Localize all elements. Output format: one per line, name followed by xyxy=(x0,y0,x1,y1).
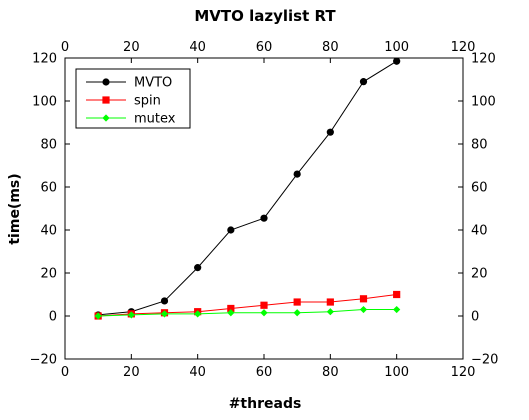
y-tick-label-left: 60 xyxy=(40,181,57,196)
legend-label: MVTO xyxy=(134,76,172,91)
data-point xyxy=(293,309,301,317)
data-point xyxy=(359,78,368,86)
data-point xyxy=(326,298,334,306)
data-point xyxy=(393,305,401,314)
data-point xyxy=(160,297,169,305)
y-tick-label-right: 80 xyxy=(471,138,488,153)
series-layer xyxy=(94,57,401,320)
series-line xyxy=(98,294,397,317)
y-tick-label-right: 40 xyxy=(471,224,488,239)
y-tick-label-left: 20 xyxy=(40,267,57,282)
y-tick-label-left: 0 xyxy=(49,310,57,325)
x-tick-label-top: 40 xyxy=(189,40,206,55)
data-point xyxy=(359,305,368,314)
y-tick-label-right: −20 xyxy=(471,353,498,368)
y-tick-label-left: 40 xyxy=(40,224,57,239)
data-point xyxy=(260,301,268,309)
data-point xyxy=(160,310,169,318)
x-tick-label-top: 0 xyxy=(61,40,69,55)
legend-label: mutex xyxy=(134,112,176,127)
y-tick-label-left: −20 xyxy=(30,353,57,368)
data-point xyxy=(227,309,235,317)
data-point xyxy=(359,295,368,303)
data-point xyxy=(194,310,202,318)
x-tick-label-bottom: 20 xyxy=(123,365,140,380)
x-tick-label-top: 100 xyxy=(384,40,409,55)
y-tick-label-right: 20 xyxy=(471,267,488,282)
y-tick-label-left: 80 xyxy=(40,138,57,153)
legend-item-mutex: mutex xyxy=(86,112,176,127)
y-tick-label-right: 0 xyxy=(471,310,479,325)
series-line xyxy=(98,60,397,316)
legend-label: spin xyxy=(134,94,161,109)
series-spin xyxy=(94,290,401,320)
data-point xyxy=(393,290,401,299)
data-point xyxy=(393,57,401,65)
legend-marker xyxy=(102,78,110,86)
y-tick-label-right: 100 xyxy=(471,95,496,110)
chart-title: MVTO lazylist RT xyxy=(194,7,336,25)
data-point xyxy=(260,214,268,222)
y-tick-label-left: 120 xyxy=(32,52,57,67)
legend-item-mvto: MVTO xyxy=(86,76,172,91)
data-point xyxy=(127,311,135,319)
data-point xyxy=(326,308,334,316)
data-point xyxy=(227,304,235,313)
series-mvto xyxy=(94,57,401,319)
data-point xyxy=(326,128,334,136)
data-point xyxy=(260,309,268,317)
x-tick-label-top: 80 xyxy=(322,40,339,55)
legend: MVTO spin mutex xyxy=(75,68,191,129)
x-tick-label-bottom: 60 xyxy=(256,365,273,380)
x-tick-label-top: 60 xyxy=(256,40,273,55)
y-tick-label-right: 60 xyxy=(471,181,488,196)
y-axis-label: time(ms) xyxy=(7,173,23,244)
x-tick-label-bottom: 80 xyxy=(322,365,339,380)
x-tick-label-bottom: 40 xyxy=(189,365,206,380)
data-point xyxy=(227,226,235,234)
data-point xyxy=(94,312,102,320)
data-point xyxy=(194,264,202,272)
data-point xyxy=(293,298,301,306)
series-line xyxy=(98,309,397,317)
y-tick-label-right: 120 xyxy=(471,52,496,67)
data-point xyxy=(293,170,301,178)
x-tick-label-top: 20 xyxy=(123,40,140,55)
x-axis-label: #threads xyxy=(229,396,302,412)
x-tick-label-bottom: 0 xyxy=(61,365,69,380)
legend-item-spin: spin xyxy=(86,94,161,109)
x-tick-label-bottom: 120 xyxy=(451,365,476,380)
x-tick-label-top: 120 xyxy=(451,40,476,55)
series-mutex xyxy=(94,305,401,320)
legend-marker xyxy=(102,96,110,104)
x-tick-label-bottom: 100 xyxy=(384,365,409,380)
legend-marker xyxy=(102,114,110,122)
y-tick-label-left: 100 xyxy=(32,95,57,110)
